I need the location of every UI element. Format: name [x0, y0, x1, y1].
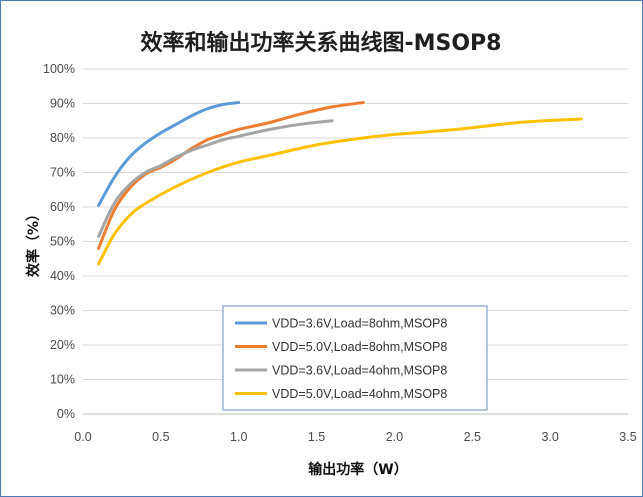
y-tick-label: 50% — [50, 235, 75, 249]
y-tick-label: 90% — [50, 97, 75, 111]
x-tick-label: 3.5 — [619, 430, 636, 444]
y-tick-label: 70% — [50, 166, 75, 180]
x-tick-label: 1.5 — [308, 430, 325, 444]
x-tick-label: 3.0 — [541, 430, 558, 444]
x-axis-title: 输出功率（W） — [308, 461, 407, 478]
legend-label: VDD=5.0V,Load=4ohm,MSOP8 — [272, 387, 447, 401]
x-tick-label: 0.5 — [152, 430, 169, 444]
x-tick-label: 2.5 — [464, 430, 481, 444]
x-tick-label: 1.0 — [230, 430, 247, 444]
y-tick-label: 100% — [43, 62, 75, 76]
y-tick-label: 0% — [57, 407, 75, 421]
y-tick-label: 60% — [50, 200, 75, 214]
y-tick-label: 20% — [50, 338, 75, 352]
y-axis-title: 效率（%） — [25, 207, 42, 277]
legend-label: VDD=3.6V,Load=4ohm,MSOP8 — [272, 364, 447, 378]
series-line-2 — [97, 101, 365, 250]
x-tick-label: 2.0 — [386, 430, 403, 444]
y-tick-label: 80% — [50, 131, 75, 145]
legend-label: VDD=5.0V,Load=8ohm,MSOP8 — [272, 340, 447, 354]
y-tick-label: 40% — [50, 269, 75, 283]
y-tick-label: 30% — [50, 304, 75, 318]
series-line-1 — [97, 101, 241, 207]
series-lines — [97, 101, 583, 266]
legend-items: VDD=3.6V,Load=8ohm,MSOP8 VDD=5.0V,Load=8o… — [235, 317, 447, 401]
legend-label: VDD=3.6V,Load=8ohm,MSOP8 — [272, 317, 447, 331]
legend: VDD=3.6V,Load=8ohm,MSOP8 VDD=5.0V,Load=8o… — [222, 305, 488, 411]
series-line-3 — [97, 119, 334, 238]
series-line-4 — [97, 117, 583, 266]
chart-title: 效率和输出功率关系曲线图-MSOP8 — [140, 30, 501, 56]
y-tick-label: 10% — [50, 373, 75, 387]
x-tick-labels: 0.0 0.5 1.0 1.5 2.0 2.5 3.0 3.5 — [74, 430, 636, 444]
x-tick-label: 0.0 — [74, 430, 91, 444]
y-tick-labels: 0% 10% 20% 30% 40% 50% 60% 70% 80% 90% 100% — [43, 62, 75, 421]
